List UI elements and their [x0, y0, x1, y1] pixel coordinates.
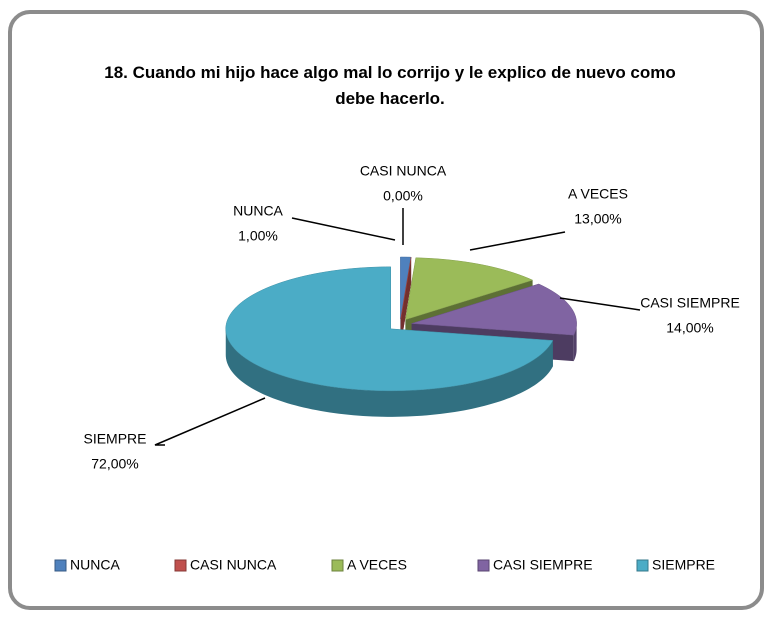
legend-swatch: [54, 559, 67, 572]
legend-label: SIEMPRE: [652, 557, 715, 573]
leader-line: [154, 397, 266, 446]
chart-title: 18. Cuando mi hijo hace algo mal lo corr…: [104, 63, 676, 108]
slice-wall: [400, 257, 412, 346]
data-label: 1,00%: [238, 228, 278, 244]
legend-swatch: [331, 559, 344, 572]
legend-swatch: [636, 559, 649, 572]
legend-swatch: [174, 559, 187, 572]
slice-side: [225, 328, 553, 417]
slice: [405, 257, 534, 321]
legend-swatch: [477, 559, 490, 572]
data-label-category: CASI SIEMPRE: [640, 295, 740, 311]
leader-line: [291, 217, 396, 241]
legend-label: NUNCA: [70, 557, 120, 573]
data-label: 0,00%: [383, 188, 423, 204]
slice-side: [573, 323, 577, 362]
slice: [400, 256, 412, 320]
data-label-category: CASI NUNCA: [360, 163, 447, 179]
legend-label: A VECES: [347, 557, 407, 573]
leader-line: [559, 297, 641, 311]
leader-line: [469, 231, 566, 251]
data-label: 72,00%: [91, 456, 138, 472]
data-label: 13,00%: [574, 211, 621, 227]
data-label: 14,00%: [666, 320, 713, 336]
slice: [411, 283, 577, 336]
legend-label: CASI NUNCA: [190, 557, 277, 573]
data-label-category: SIEMPRE: [83, 431, 146, 447]
legend-label: CASI SIEMPRE: [493, 557, 593, 573]
slice: [225, 266, 554, 392]
data-label-category: A VECES: [568, 186, 628, 202]
data-label-category: NUNCA: [233, 203, 283, 219]
